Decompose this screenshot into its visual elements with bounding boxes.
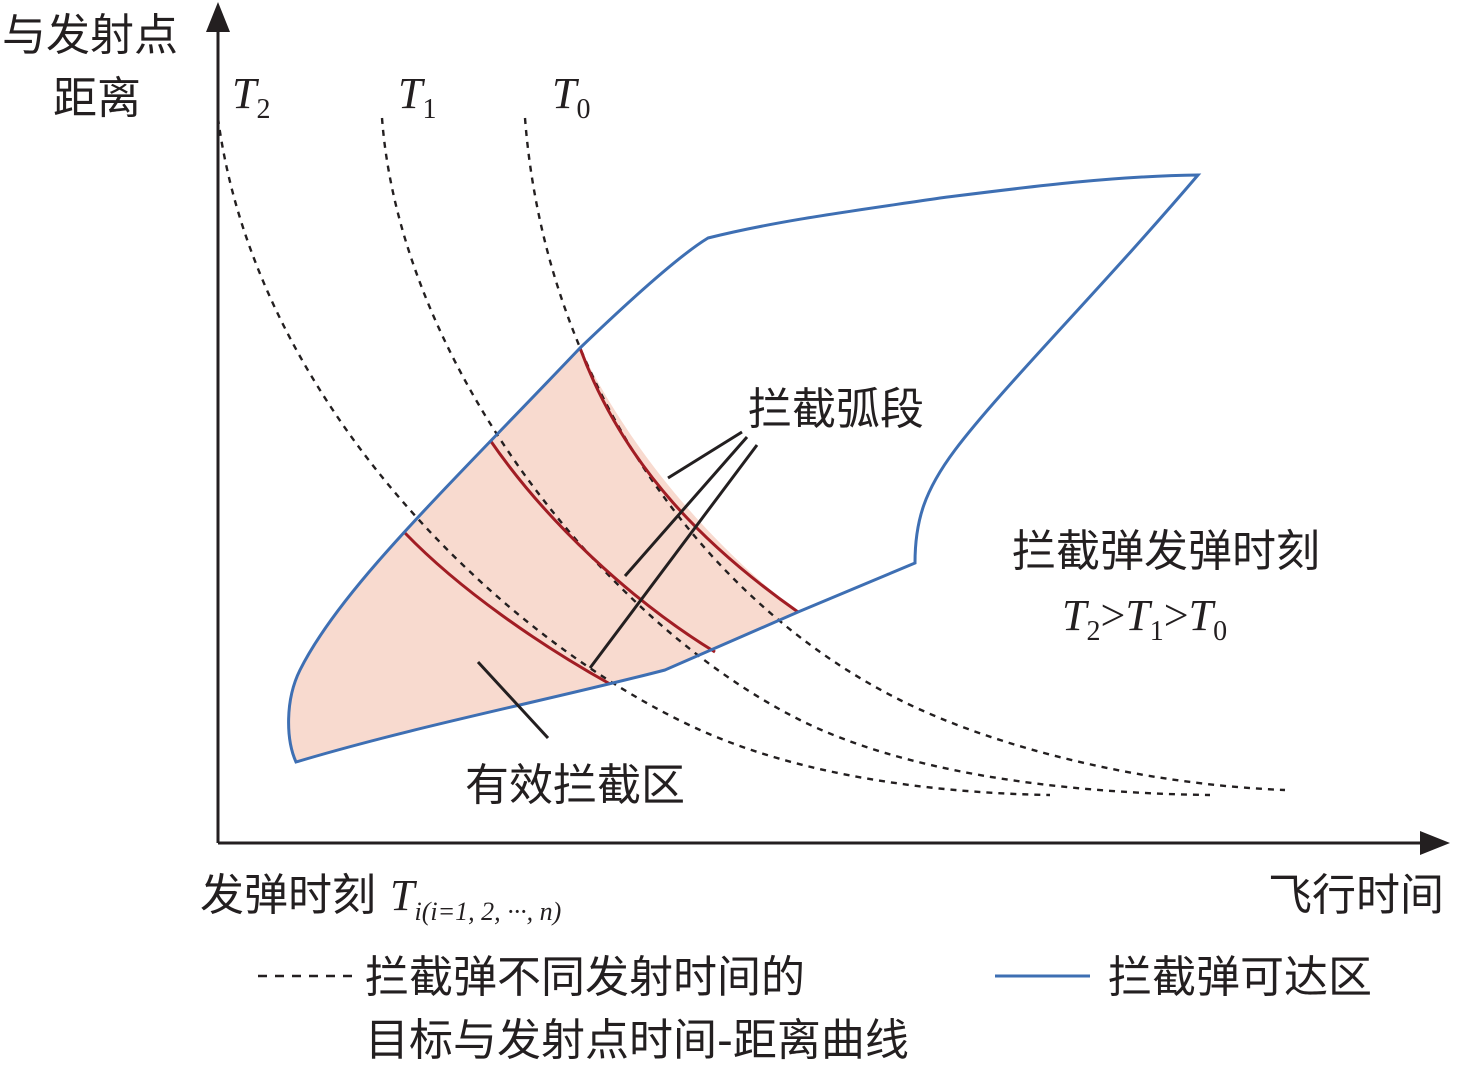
legend-solid-label: 拦截弹可达区	[1108, 952, 1372, 1003]
interception-arc-label: 拦截弧段	[748, 384, 924, 435]
y-axis-label-line1: 与发射点	[2, 10, 178, 61]
y-axis-label-line2: 距离	[53, 73, 141, 124]
interception-arcs	[403, 347, 799, 686]
curve-t2-dashed	[216, 117, 1051, 797]
curve-t0-dashed	[523, 117, 1286, 792]
curve-t1-dashed	[380, 117, 1211, 797]
legend-dashed-label-line1: 拦截弹不同发射时间的	[365, 952, 805, 1003]
leader-lines	[476, 430, 759, 740]
y-axis-arrow	[206, 2, 230, 32]
reachable-area-boundary	[287, 173, 1202, 764]
axes	[206, 2, 1450, 855]
legend-dashed-label-line2: 目标与发射点时间-距离曲线	[365, 1015, 909, 1066]
x-origin-label: 发弹时刻 Ti(i=1, 2, ···, n)	[200, 870, 561, 926]
leader-zone	[476, 660, 550, 740]
launch-time-label: 拦截弹发弹时刻	[1012, 526, 1320, 577]
x-axis-arrow	[1420, 831, 1450, 855]
effective-zone-label: 有效拦截区	[465, 760, 685, 811]
arc-t0	[578, 347, 799, 614]
arc-t2	[403, 531, 611, 686]
dashed-curves	[216, 117, 1286, 797]
launch-order-label: T2>T1>T0	[1062, 591, 1227, 647]
leader-arc-t0	[667, 430, 743, 480]
curve-label-t2: T2	[232, 69, 270, 125]
effective-zone-fill	[288, 348, 798, 762]
arc-t1	[488, 439, 716, 654]
curve-label-t0: T0	[552, 69, 590, 125]
leader-arc-t2	[588, 444, 759, 669]
curve-label-t1: T1	[398, 69, 436, 125]
x-axis-label: 飞行时间	[1268, 870, 1444, 921]
leader-arc-t1	[623, 436, 749, 577]
